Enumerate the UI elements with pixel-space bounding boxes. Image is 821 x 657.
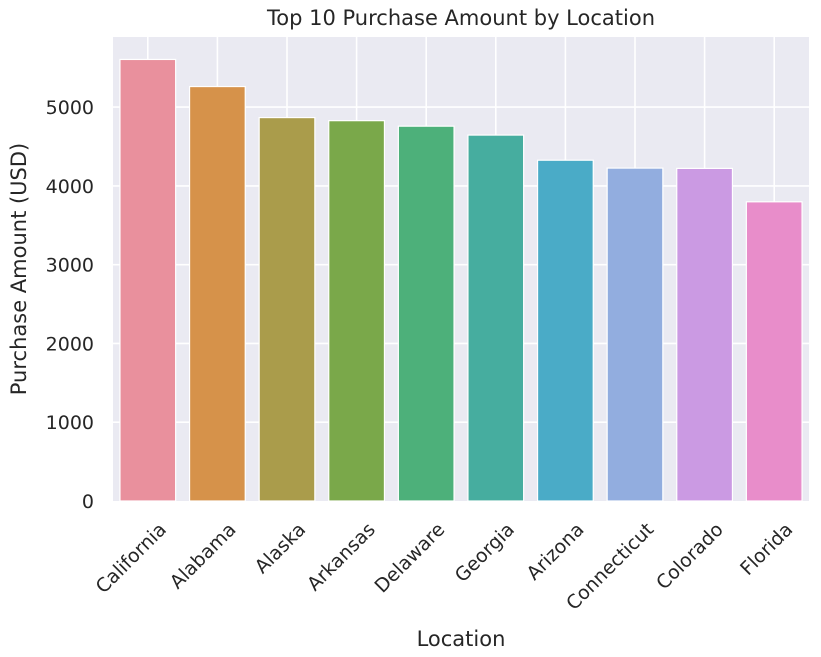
x-tick-label-delaware: Delaware [370,519,449,598]
bar-connecticut [606,167,664,502]
x-tick-label-florida: Florida [736,519,797,580]
y-tick-label: 1000 [46,412,94,434]
y-tick-label: 2000 [46,333,94,355]
bar-alabama [188,85,246,502]
x-tick-label-alabama: Alabama [166,519,241,594]
y-tick-label: 3000 [46,255,94,277]
x-tick-label-california: California [92,519,171,598]
x-tick-label-alaska: Alaska [251,519,310,578]
bar-arkansas [328,120,386,502]
x-tick-label-colorado: Colorado [652,519,728,595]
y-axis-label: Purchase Amount (USD) [7,143,31,396]
bar-colorado [676,167,734,502]
y-tick-label: 0 [82,491,94,513]
y-tick-label: 5000 [46,97,94,119]
x-tick-label-arkansas: Arkansas [303,519,380,596]
x-tick-label-georgia: Georgia [451,519,519,587]
bar-arizona [536,159,594,502]
y-tick-label: 4000 [46,176,94,198]
x-tick-label-arizona: Arizona [523,519,589,585]
bars [119,58,803,502]
bar-florida [745,201,803,502]
bar-delaware [397,125,455,502]
bar-california [119,58,177,502]
bar-alaska [258,116,316,502]
x-axis-label: Location [417,627,506,651]
chart-title: Top 10 Purchase Amount by Location [266,6,655,30]
bar-georgia [467,134,525,502]
y-tick-labels: 0 1000 2000 3000 4000 5000 [46,97,94,513]
